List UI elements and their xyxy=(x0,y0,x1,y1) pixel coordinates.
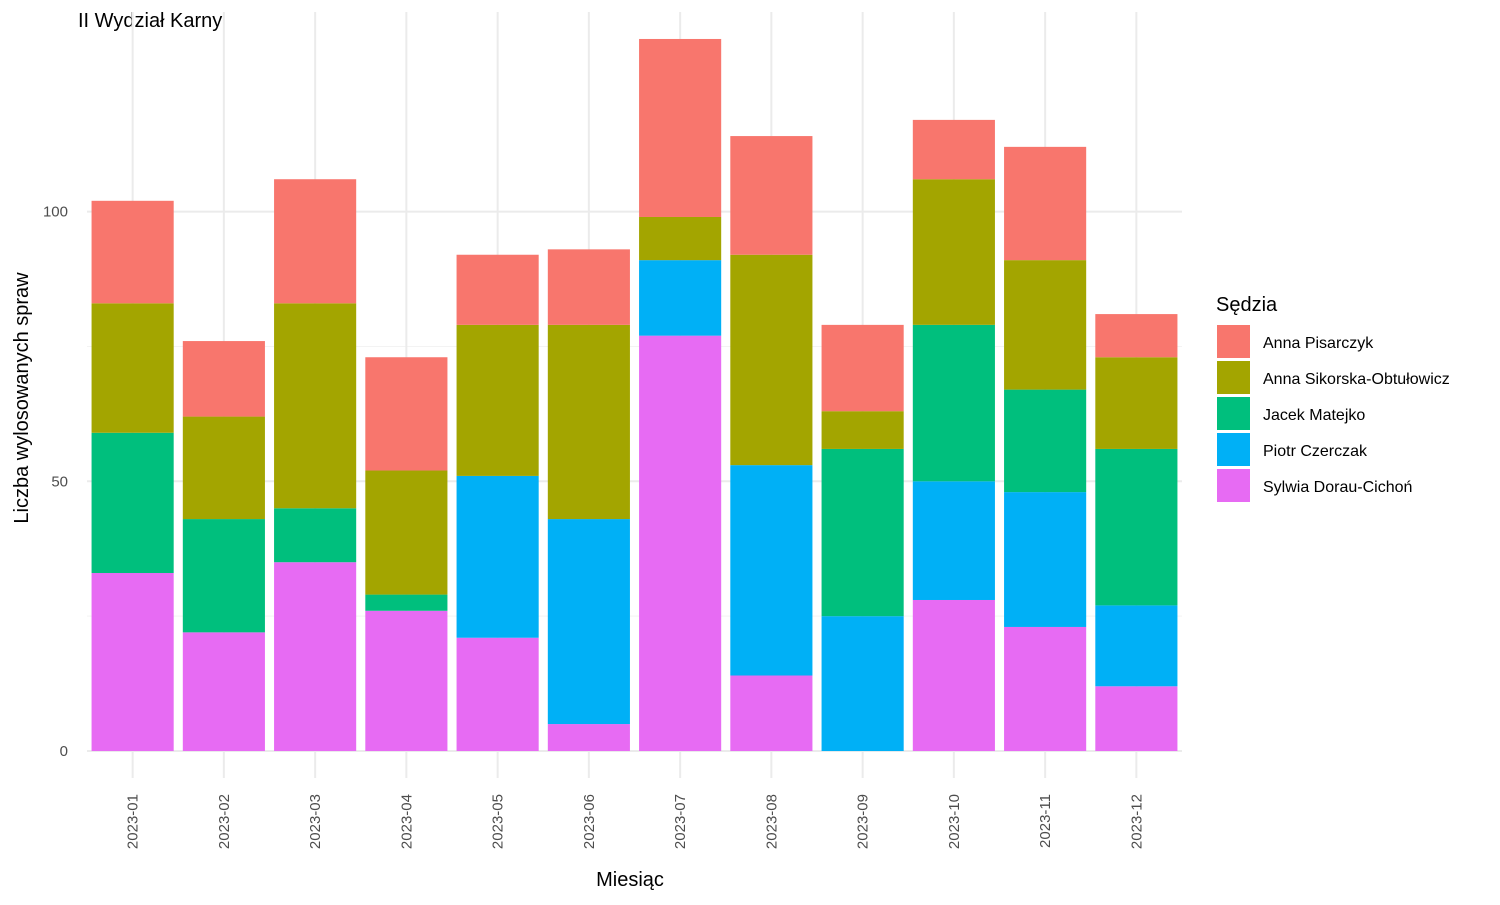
bar-segment xyxy=(365,470,448,595)
bar-segment xyxy=(456,637,539,752)
bar-segment xyxy=(1095,357,1178,449)
bar-segment xyxy=(912,324,995,482)
bar-segment xyxy=(547,519,630,725)
legend-swatch xyxy=(1217,469,1250,502)
bar-segment xyxy=(1095,686,1178,752)
bar-segment xyxy=(91,432,174,574)
legend-swatch xyxy=(1217,361,1250,394)
legend: Sędzia Anna Pisarczyk Anna Sikorska-Obtuł… xyxy=(1216,294,1450,502)
bar-segment xyxy=(912,599,995,752)
bar-segment xyxy=(456,475,539,638)
bar-segment xyxy=(912,481,995,600)
legend-swatch xyxy=(1217,433,1250,466)
bar-segment xyxy=(639,335,722,752)
bar-segment xyxy=(1004,492,1087,627)
bar-segment xyxy=(547,724,630,752)
x-tick-label: 2023-05 xyxy=(490,794,507,849)
x-tick-label: 2023-09 xyxy=(855,794,872,849)
legend-label: Anna Sikorska-Obtułowicz xyxy=(1263,371,1450,388)
x-tick-label: 2023-03 xyxy=(307,794,324,849)
bar-segment xyxy=(274,508,357,563)
y-tick-label: 50 xyxy=(51,473,68,490)
bar-segment xyxy=(182,341,265,417)
bar-segment xyxy=(912,179,995,325)
bar-segment xyxy=(730,136,813,255)
bar-segment xyxy=(365,357,448,471)
x-tick-label: 2023-11 xyxy=(1037,794,1054,848)
y-tick-labels: 0 50 100 xyxy=(43,204,68,760)
bar-segment xyxy=(274,303,357,509)
bar-segment xyxy=(821,324,904,412)
x-tick-label: 2023-06 xyxy=(581,794,598,849)
x-axis-label: Miesiąc xyxy=(596,869,664,891)
bar-segment xyxy=(274,562,357,752)
legend-label: Anna Pisarczyk xyxy=(1263,335,1374,352)
bar-segment xyxy=(274,179,357,304)
bar-segment xyxy=(365,610,448,752)
x-tick-label: 2023-08 xyxy=(763,794,780,849)
bar-segment xyxy=(639,38,722,217)
y-axis-label: Liczba wylosowanych spraw xyxy=(11,272,33,524)
bar-segment xyxy=(182,416,265,520)
chart-title: II Wydział Karny xyxy=(78,10,222,32)
bar-segment xyxy=(456,324,539,476)
x-tick-labels: 2023-01 2023-02 2023-03 2023-04 2023-05 2023-… xyxy=(125,794,1146,849)
legend-label: Jacek Matejko xyxy=(1263,407,1365,424)
y-tick-label: 100 xyxy=(43,204,68,221)
bar-segment xyxy=(365,594,448,611)
legend-label: Sylwia Dorau-Cichoń xyxy=(1263,479,1412,496)
bar-segment xyxy=(1004,146,1087,261)
legend-swatch xyxy=(1217,397,1250,430)
x-tick-label: 2023-12 xyxy=(1128,794,1145,849)
bar-segment xyxy=(912,119,995,180)
bar-segment xyxy=(821,411,904,449)
x-tick-label: 2023-07 xyxy=(672,794,689,849)
x-tick-label: 2023-10 xyxy=(946,794,963,849)
x-tick-label: 2023-04 xyxy=(398,794,415,849)
bar-segment xyxy=(730,465,813,676)
bar-segment xyxy=(182,632,265,752)
legend-label: Piotr Czerczak xyxy=(1263,443,1368,460)
bar-segment xyxy=(182,519,265,633)
bar-segment xyxy=(1095,605,1178,687)
bar-segment xyxy=(91,303,174,433)
bar-segment xyxy=(730,254,813,466)
x-tick-label: 2023-02 xyxy=(216,794,233,849)
bars xyxy=(91,38,1178,752)
bar-segment xyxy=(1095,448,1178,606)
legend-title: Sędzia xyxy=(1216,294,1278,316)
bar-segment xyxy=(1004,626,1087,752)
bar-segment xyxy=(91,573,174,752)
bar-segment xyxy=(639,216,722,261)
bar-segment xyxy=(821,448,904,617)
legend-swatch xyxy=(1217,325,1250,358)
bar-segment xyxy=(639,260,722,336)
y-tick-label: 0 xyxy=(60,743,68,760)
bar-segment xyxy=(456,254,539,325)
bar-segment xyxy=(547,249,630,325)
bar-segment xyxy=(1004,389,1087,493)
bar-segment xyxy=(1095,314,1178,358)
x-tick-label: 2023-01 xyxy=(125,794,142,849)
bar-segment xyxy=(730,675,813,752)
bar-segment xyxy=(821,616,904,752)
bar-segment xyxy=(1004,260,1087,390)
bar-segment xyxy=(91,200,174,304)
bar-segment xyxy=(547,324,630,520)
